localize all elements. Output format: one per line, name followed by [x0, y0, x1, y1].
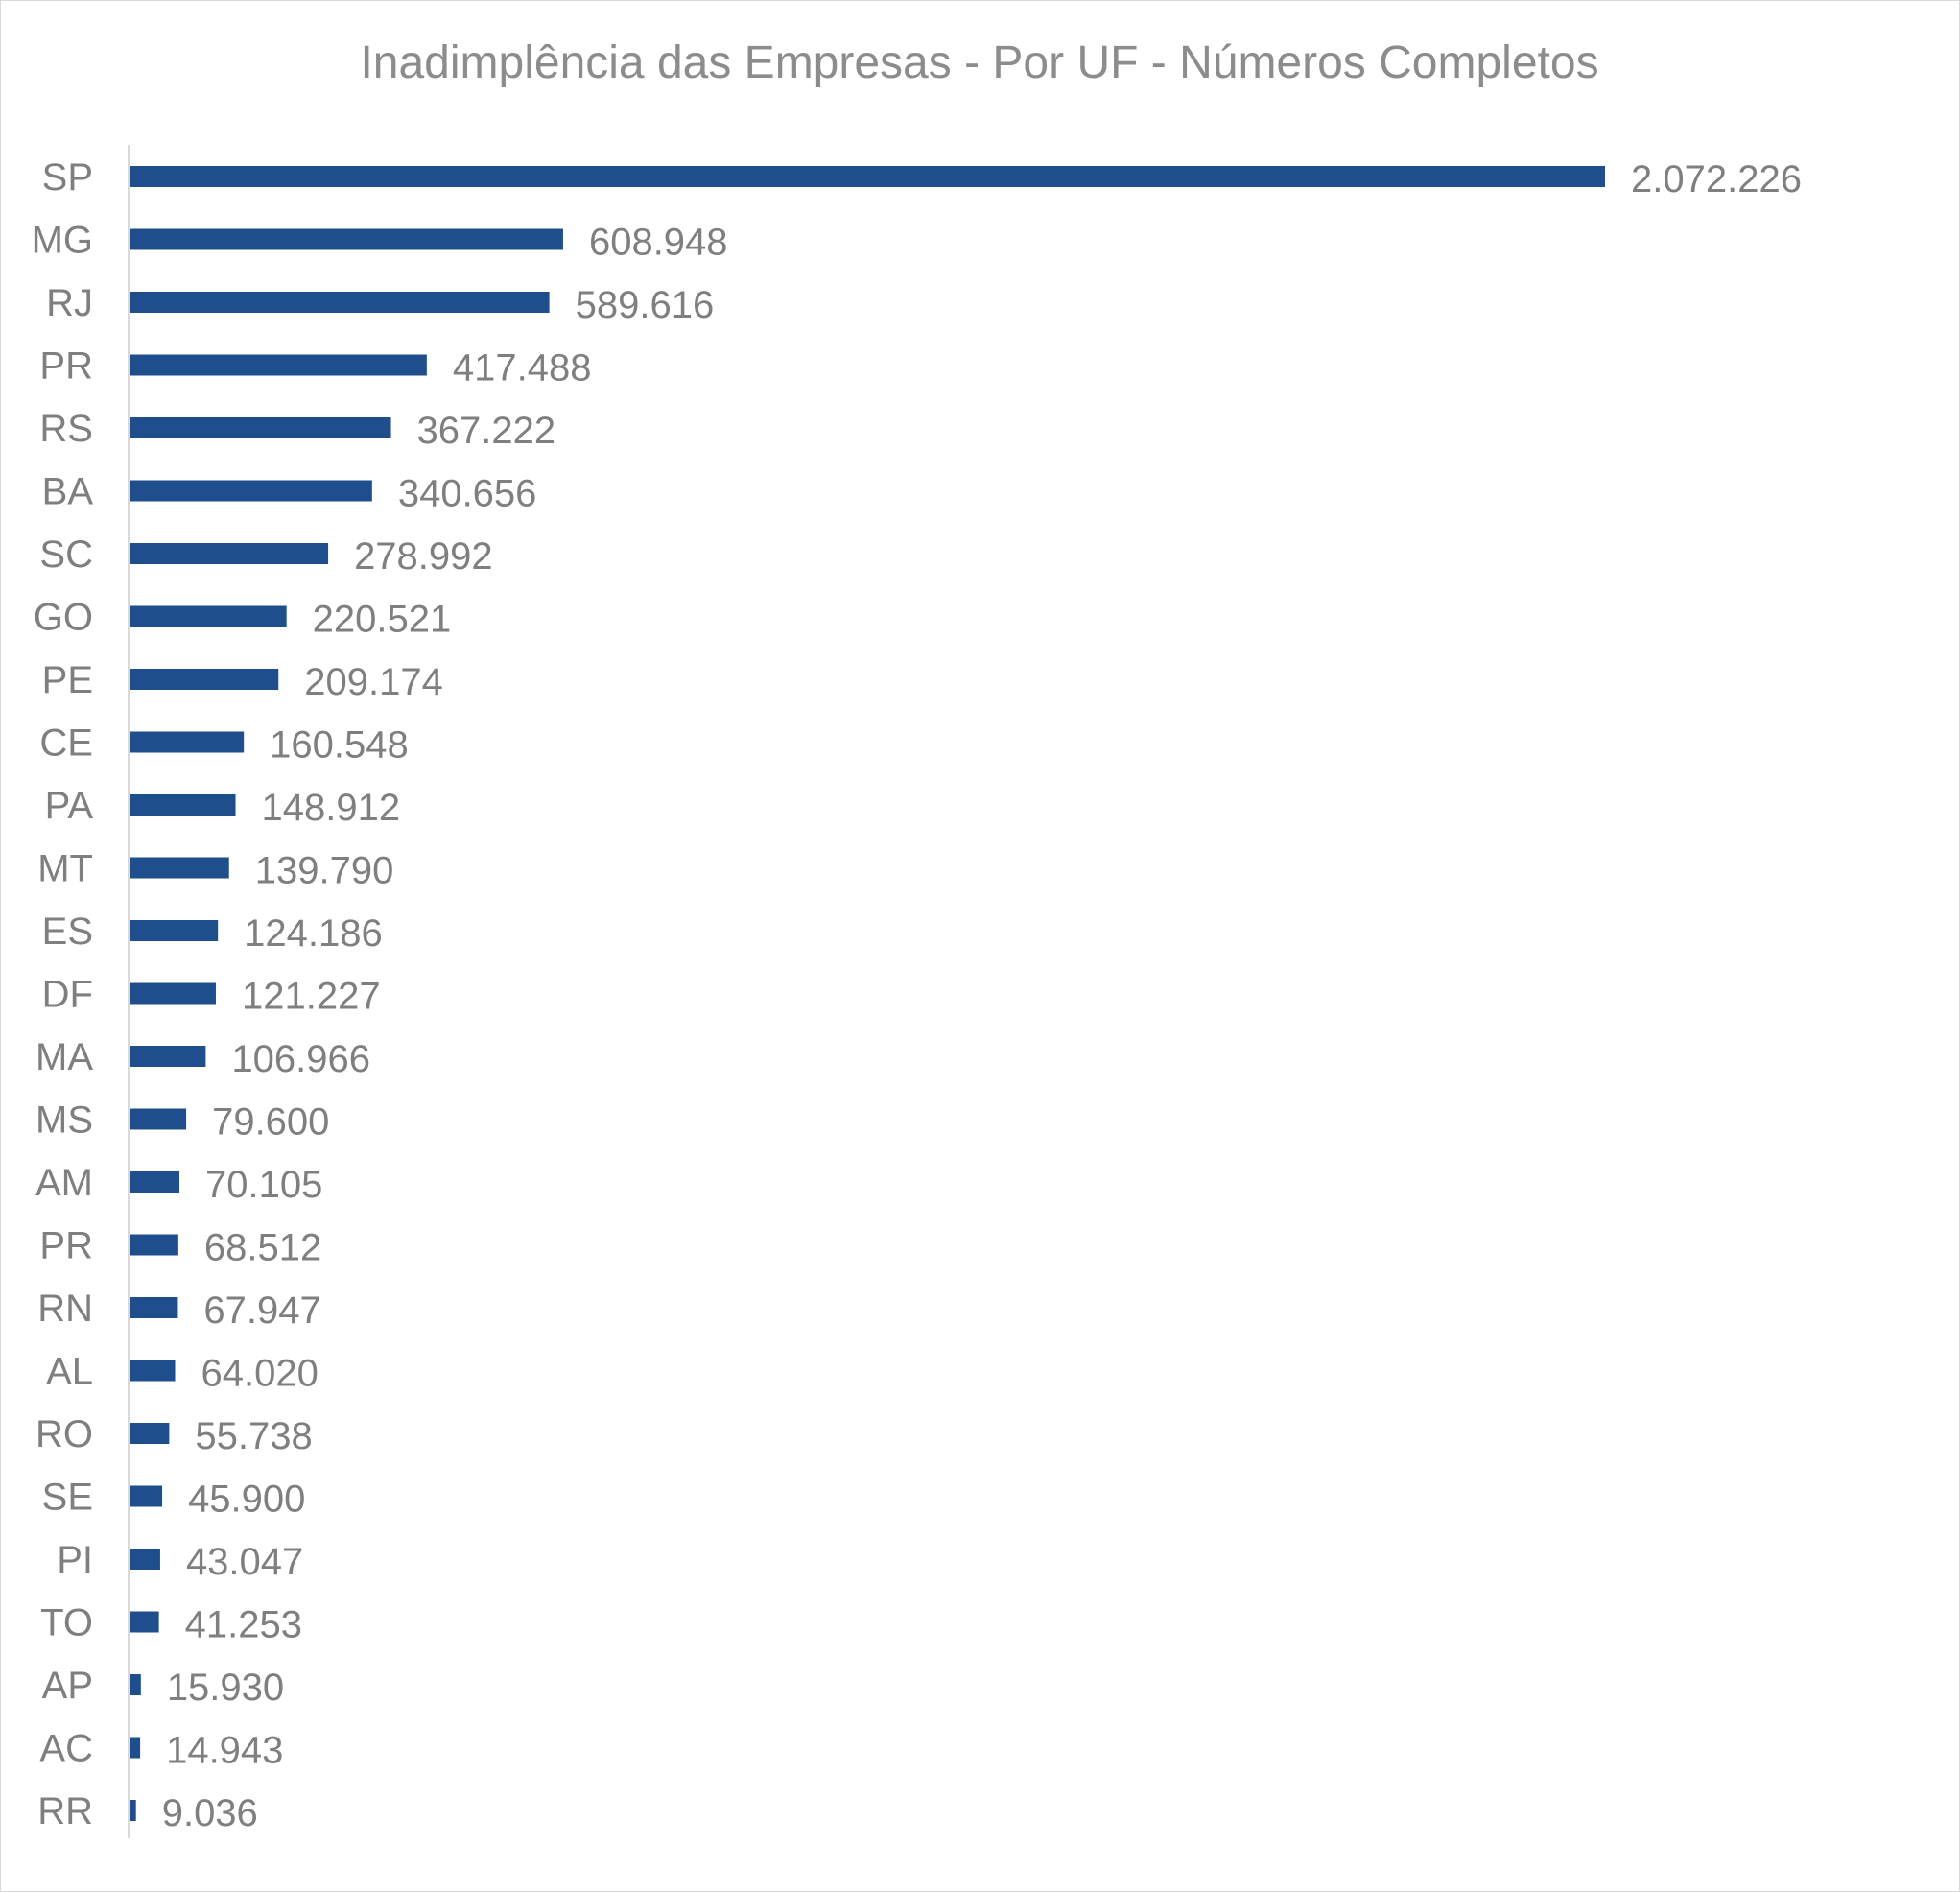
- chart-title: Inadimplência das Empresas - Por UF - Nú…: [360, 37, 1598, 88]
- category-label: AM: [35, 1162, 93, 1204]
- category-label: AL: [46, 1351, 93, 1393]
- bar: [130, 982, 216, 1005]
- category-label: PA: [45, 785, 94, 827]
- data-label: 15.930: [167, 1667, 284, 1709]
- data-label: 14.943: [166, 1730, 283, 1772]
- data-label: 589.616: [576, 284, 715, 326]
- data-label: 367.222: [417, 410, 556, 452]
- data-label: 79.600: [212, 1101, 329, 1144]
- data-label: 106.966: [231, 1038, 370, 1080]
- data-label: 70.105: [205, 1164, 322, 1206]
- data-label: 148.912: [262, 787, 401, 829]
- bar: [130, 1674, 141, 1695]
- data-label: 209.174: [304, 661, 443, 703]
- category-label: RN: [37, 1288, 93, 1330]
- data-label: 9.036: [162, 1792, 258, 1834]
- category-label: MA: [35, 1036, 93, 1078]
- bar: [130, 1485, 163, 1507]
- data-label: 41.253: [185, 1604, 302, 1646]
- data-label: 608.948: [589, 222, 728, 264]
- bar: [130, 605, 287, 627]
- bar: [130, 417, 391, 438]
- bar: [130, 292, 550, 313]
- category-label: MG: [32, 220, 93, 262]
- bar: [130, 1171, 180, 1193]
- bar: [130, 1737, 141, 1759]
- bar: [130, 920, 219, 941]
- data-label: 124.186: [244, 912, 383, 955]
- bar: [130, 1549, 160, 1570]
- data-label: 340.656: [398, 473, 537, 515]
- category-label: BA: [42, 471, 94, 513]
- bar: [130, 1234, 178, 1256]
- category-label: AC: [39, 1728, 93, 1770]
- data-label: 278.992: [354, 535, 493, 578]
- category-label: PE: [42, 659, 93, 701]
- category-label: SC: [39, 533, 93, 576]
- data-label: 68.512: [204, 1227, 321, 1269]
- bar: [130, 354, 427, 376]
- category-label: RO: [35, 1413, 93, 1455]
- bar: [130, 669, 279, 690]
- category-label: PI: [57, 1539, 93, 1581]
- data-label: 160.548: [270, 724, 409, 767]
- data-label: 417.488: [453, 347, 592, 390]
- category-label: AP: [42, 1665, 93, 1707]
- bar: [130, 1423, 170, 1444]
- bar: [130, 480, 372, 502]
- data-label: 220.521: [313, 599, 452, 641]
- data-label: 55.738: [195, 1415, 312, 1457]
- category-label: RR: [37, 1790, 93, 1833]
- category-label: SE: [42, 1477, 93, 1519]
- bar: [130, 731, 245, 753]
- bar: [130, 543, 329, 564]
- data-label: 45.900: [188, 1478, 305, 1521]
- data-label: 2.072.226: [1631, 158, 1802, 201]
- category-label: RJ: [46, 282, 93, 324]
- data-label: 67.947: [203, 1289, 320, 1332]
- bar: [130, 166, 1605, 187]
- category-label: PR: [39, 1225, 93, 1267]
- category-label: PR: [39, 345, 93, 388]
- bar: [130, 1297, 178, 1318]
- bar: [130, 1611, 159, 1633]
- data-label: 139.790: [255, 850, 394, 892]
- category-label: RS: [39, 408, 93, 450]
- category-label: MT: [37, 848, 93, 890]
- data-label: 43.047: [186, 1541, 303, 1583]
- category-label: GO: [34, 597, 93, 639]
- category-label: TO: [40, 1602, 93, 1644]
- data-label: 121.227: [242, 976, 381, 1018]
- category-label: ES: [42, 911, 93, 953]
- bar: [130, 1360, 176, 1382]
- category-label: DF: [42, 974, 93, 1016]
- bar: [130, 228, 563, 250]
- bar: [130, 1800, 136, 1821]
- data-label: 64.020: [201, 1353, 319, 1395]
- category-label: SP: [42, 156, 93, 199]
- category-label: MS: [35, 1100, 93, 1142]
- bars-group: SP 2.072.226 MG 608.948 RJ 589.616 PR 417.488 RS…: [32, 156, 1802, 1834]
- bar: [130, 794, 236, 816]
- bar: [130, 1046, 206, 1067]
- category-label: CE: [39, 722, 93, 765]
- bar: [130, 857, 229, 879]
- bar: [130, 1108, 187, 1130]
